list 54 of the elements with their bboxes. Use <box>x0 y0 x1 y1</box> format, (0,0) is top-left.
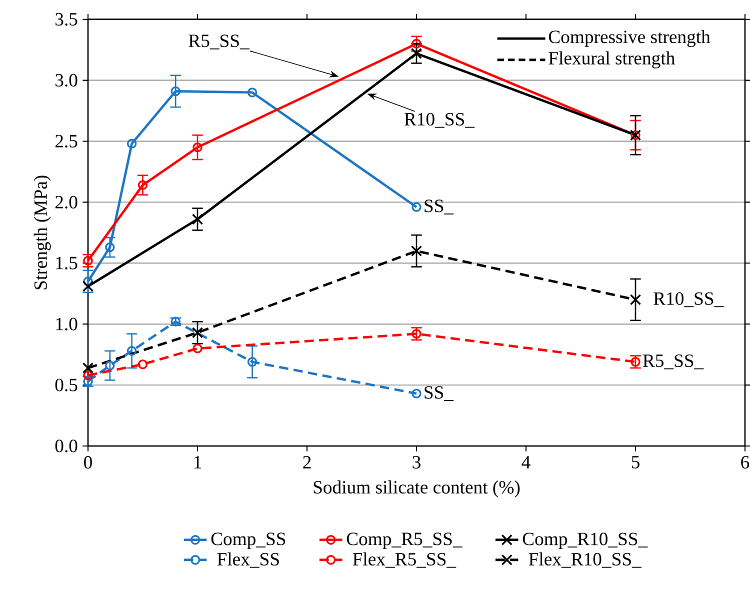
point <box>410 245 422 257</box>
y-tick-label: 3.5 <box>56 13 78 26</box>
point <box>82 362 94 374</box>
point <box>138 180 148 190</box>
annotation: R5_SS_ <box>642 354 704 370</box>
y-tick-label: 2.0 <box>55 196 78 209</box>
point <box>412 38 422 49</box>
x-tick-label: 3 <box>412 456 420 469</box>
point <box>412 388 422 398</box>
x-tick-label: 4 <box>522 456 530 468</box>
legend-label: Flex_SS <box>217 552 279 568</box>
point <box>247 357 258 367</box>
legend-label: Flex_R5_SS_ <box>352 552 456 568</box>
annotation: R10_SS_ <box>404 112 475 128</box>
point <box>630 294 642 306</box>
point <box>83 370 93 380</box>
point <box>105 242 115 252</box>
annotation: R10_SS_ <box>654 292 724 308</box>
point <box>82 280 94 292</box>
legend-label: Flex_R10_SS_ <box>528 552 642 568</box>
x-tick-label: 6 <box>741 456 750 469</box>
x-tick-label: 5 <box>632 456 640 468</box>
x-axis-title: Sodium silicate content (%) <box>314 480 520 498</box>
x-tick-label: 0 <box>84 456 92 469</box>
point <box>105 360 115 370</box>
point <box>170 86 180 96</box>
annotation: R5_SS_ <box>188 34 250 50</box>
point <box>247 88 258 98</box>
legend-label: Comp_R5_SS_ <box>346 532 462 550</box>
y-tick-label: 1.5 <box>56 256 78 270</box>
y-axis-title: Strength (MPa) <box>34 176 51 290</box>
point <box>126 346 137 356</box>
point <box>192 142 202 152</box>
point <box>192 214 204 225</box>
point <box>83 276 93 286</box>
legend-label: Comp_SS <box>211 532 286 550</box>
x-tick-label: 2 <box>303 456 311 468</box>
annotation: SS_ <box>424 386 454 401</box>
y-tick-label: 1.0 <box>56 318 78 330</box>
point <box>192 344 202 354</box>
point <box>410 48 422 60</box>
point <box>192 327 204 338</box>
point <box>126 138 137 149</box>
legend-label: Comp_R10_SS_ <box>522 532 648 550</box>
y-tick-label: 2.5 <box>55 134 78 148</box>
y-tick-label: 0.5 <box>55 378 78 392</box>
annotation: Compressive strength <box>548 30 710 48</box>
x-tick-label: 1 <box>194 456 202 468</box>
annotation: Flexural strength <box>548 51 675 68</box>
point <box>138 359 148 370</box>
point <box>412 202 422 212</box>
y-tick-label: 3.0 <box>56 74 78 87</box>
annotation: SS_ <box>424 200 454 214</box>
y-tick-label: 0.0 <box>55 440 78 452</box>
